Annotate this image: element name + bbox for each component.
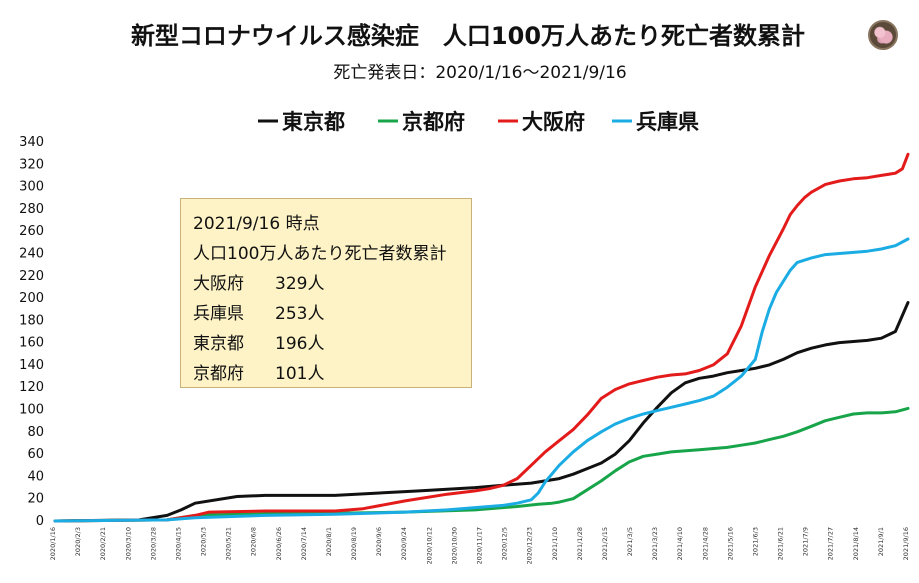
y-tick-label: 200 xyxy=(19,291,44,306)
chart-title: 新型コロナウイルス感染症 人口100万人あたり死亡者数累計 xyxy=(131,22,805,50)
y-axis: 0 20 40 60 80 100 120 140 160 180 200 220 240 260 280 3… xyxy=(19,135,44,529)
y-tick-label: 0 xyxy=(36,514,44,529)
x-tick-label: 2021/6/3 xyxy=(751,527,759,556)
y-tick-label: 320 xyxy=(19,157,44,172)
summary-pref: 兵庫県 xyxy=(193,304,244,324)
x-tick-label: 2021/7/27 xyxy=(827,527,835,560)
x-tick-label: 2021/1/10 xyxy=(551,527,559,560)
x-tick-label: 2021/8/14 xyxy=(852,527,860,560)
x-tick-label: 2021/3/23 xyxy=(651,527,659,560)
x-tick-label: 2020/9/24 xyxy=(400,527,408,560)
summary-date: 2021/9/16 時点 xyxy=(193,214,320,234)
summary-row: 東京都 196人 xyxy=(193,329,459,359)
x-tick-label: 2021/3/5 xyxy=(626,527,634,556)
legend-label: 兵庫県 xyxy=(636,110,699,134)
x-tick-label: 2020/12/23 xyxy=(526,527,534,564)
summary-box: 2021/9/16 時点 人口100万人あたり死亡者数累計 大阪府 329人 兵庫… xyxy=(180,198,472,388)
x-tick-label: 2021/6/21 xyxy=(777,527,785,560)
x-tick-label: 2020/5/21 xyxy=(225,527,233,560)
summary-pref: 京都府 xyxy=(193,364,244,384)
x-tick-label: 2021/4/10 xyxy=(676,527,684,560)
chart-subtitle: 死亡発表日：2020/1/16～2021/9/16 xyxy=(333,63,626,83)
summary-row: 京都府 101人 xyxy=(193,359,459,389)
x-tick-label: 2020/10/12 xyxy=(425,527,433,564)
x-tick-label: 2021/5/16 xyxy=(726,527,734,560)
summary-value: 196人 xyxy=(275,334,325,354)
x-tick-label: 2021/2/15 xyxy=(601,527,609,560)
x-tick-label: 2020/8/1 xyxy=(325,527,333,556)
y-tick-label: 100 xyxy=(19,403,44,418)
x-tick-label: 2020/7/14 xyxy=(300,527,308,560)
series-line-兵庫県 xyxy=(53,237,910,523)
x-tick-label: 2020/12/5 xyxy=(501,527,509,560)
summary-value: 329人 xyxy=(275,274,325,294)
legend-label: 大阪府 xyxy=(522,110,585,134)
x-tick-label: 2020/1/16 xyxy=(49,527,57,560)
x-tick-label: 2021/1/28 xyxy=(576,527,584,560)
x-tick-label: 2021/9/16 xyxy=(902,527,910,560)
x-tick-label: 2020/11/17 xyxy=(476,527,484,564)
summary-heading: 人口100万人あたり死亡者数累計 xyxy=(193,244,447,264)
y-tick-label: 160 xyxy=(19,336,44,351)
y-tick-label: 80 xyxy=(27,425,44,440)
x-tick-label: 2020/2/3 xyxy=(74,527,82,556)
x-tick-label: 2020/6/8 xyxy=(250,527,258,556)
x-tick-label: 2021/4/28 xyxy=(701,527,709,560)
y-tick-label: 140 xyxy=(19,358,44,373)
summary-row: 大阪府 329人 xyxy=(193,269,459,299)
x-axis: 2020/1/16 2020/2/3 2020/2/21 2020/3/10 2020/… xyxy=(49,527,910,564)
series-line-京都府 xyxy=(53,406,910,523)
y-tick-label: 260 xyxy=(19,224,44,239)
series-lines xyxy=(53,152,910,523)
x-tick-label: 2020/9/6 xyxy=(375,527,383,556)
series-line-大阪府 xyxy=(53,152,910,523)
y-tick-label: 240 xyxy=(19,246,44,261)
y-tick-label: 40 xyxy=(27,469,44,484)
summary-value: 101人 xyxy=(275,364,325,384)
x-tick-label: 2020/8/19 xyxy=(350,527,358,560)
legend-label: 東京都 xyxy=(282,110,345,134)
y-tick-label: 120 xyxy=(19,380,44,395)
y-tick-label: 60 xyxy=(27,447,44,462)
series-line-東京都 xyxy=(53,301,910,523)
summary-pref: 東京都 xyxy=(193,334,244,354)
legend-label: 京都府 xyxy=(402,110,465,134)
x-tick-label: 2020/2/21 xyxy=(99,527,107,560)
x-tick-label: 2020/3/28 xyxy=(149,527,157,560)
summary-pref: 大阪府 xyxy=(193,274,244,294)
x-tick-label: 2020/3/10 xyxy=(124,527,132,560)
summary-value: 253人 xyxy=(275,304,325,324)
y-tick-label: 220 xyxy=(19,269,44,284)
y-tick-label: 20 xyxy=(27,492,44,507)
y-tick-label: 300 xyxy=(19,180,44,195)
x-tick-label: 2020/4/15 xyxy=(174,527,182,560)
flower-photo-icon xyxy=(868,20,898,50)
x-tick-label: 2021/7/9 xyxy=(802,527,810,556)
y-tick-label: 180 xyxy=(19,313,44,328)
x-tick-label: 2020/10/30 xyxy=(450,527,458,564)
y-tick-label: 280 xyxy=(19,202,44,217)
x-tick-label: 2021/9/1 xyxy=(877,527,885,556)
legend: 東京都 京都府 大阪府 兵庫県 xyxy=(258,110,699,134)
y-tick-label: 340 xyxy=(19,135,44,150)
x-tick-label: 2020/6/26 xyxy=(275,527,283,560)
x-tick-label: 2020/5/3 xyxy=(200,527,208,556)
summary-row: 兵庫県 253人 xyxy=(193,299,459,329)
